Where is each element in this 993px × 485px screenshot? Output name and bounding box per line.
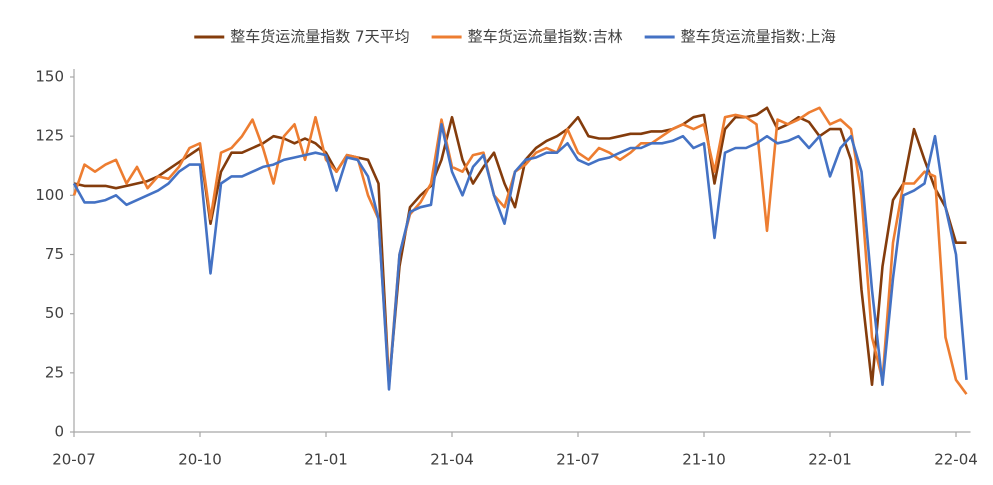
x-tick-label: 22-04 <box>934 451 978 469</box>
y-tick-label: 100 <box>35 186 64 204</box>
y-tick-label: 75 <box>45 245 64 263</box>
y-tick-label: 150 <box>35 68 64 86</box>
legend-label: 整车货运流量指数:上海 <box>681 28 836 46</box>
x-tick-label: 20-10 <box>178 451 222 469</box>
y-tick-label: 25 <box>45 363 64 381</box>
series-line <box>73 106 967 386</box>
series-line <box>72 106 968 395</box>
series-line <box>72 123 968 391</box>
y-tick-label: 0 <box>54 423 64 441</box>
x-tick-label: 21-10 <box>682 451 726 469</box>
x-tick-label: 21-01 <box>304 451 348 469</box>
x-tick-label: 20-07 <box>52 451 96 469</box>
legend-label: 整车货运流量指数 7天平均 <box>230 28 409 46</box>
x-tick-label: 21-04 <box>430 451 474 469</box>
y-tick-label: 50 <box>45 304 64 322</box>
x-tick-label: 22-01 <box>808 451 852 469</box>
legend-label: 整车货运流量指数:吉林 <box>468 28 623 46</box>
x-tick-label: 21-07 <box>556 451 600 469</box>
y-tick-label: 125 <box>35 127 64 145</box>
